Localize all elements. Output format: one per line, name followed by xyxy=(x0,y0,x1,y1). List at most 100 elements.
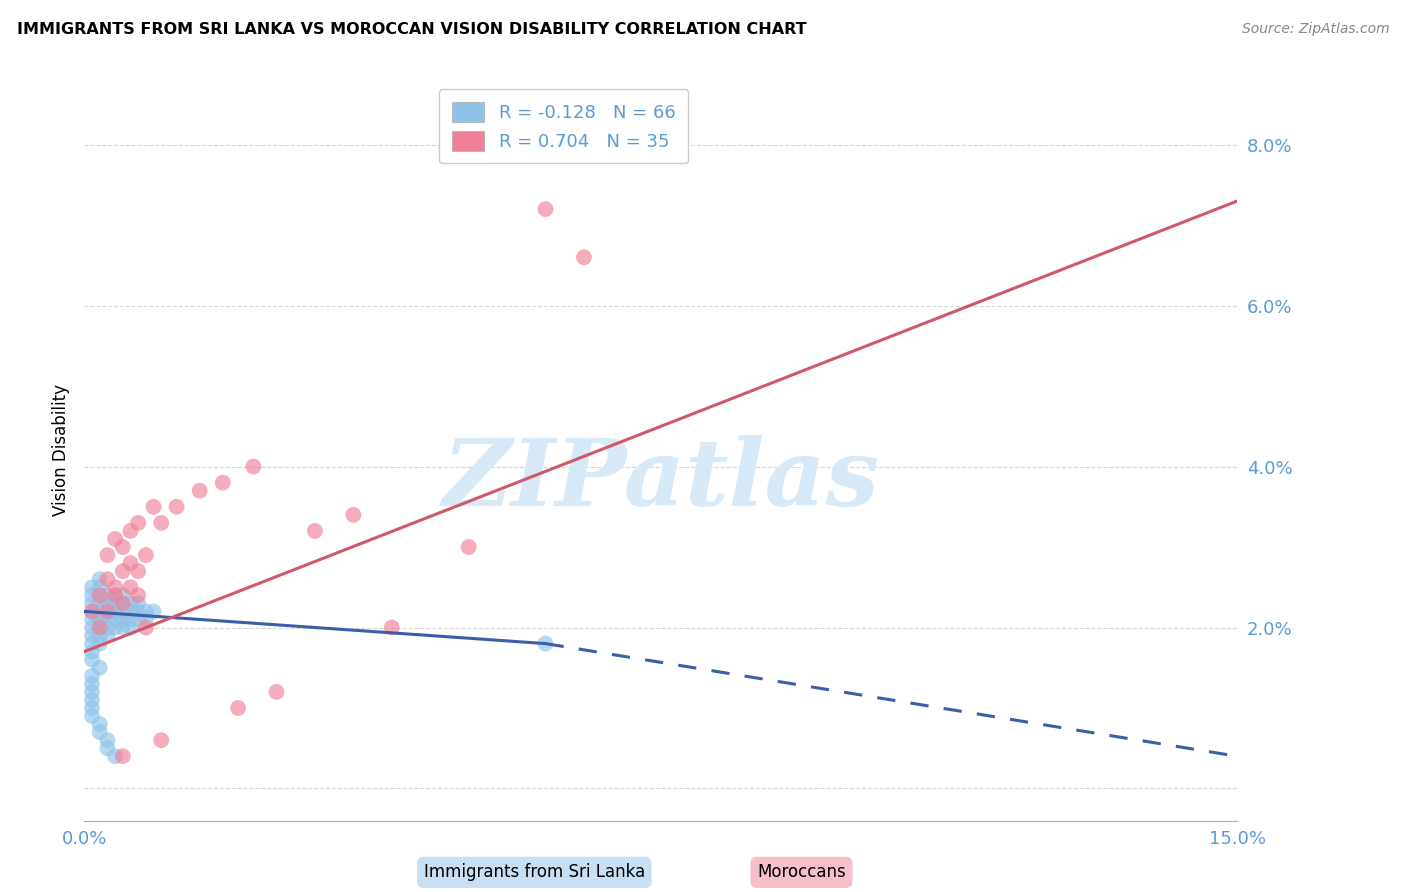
Point xyxy=(104,588,127,602)
Point xyxy=(111,588,134,602)
Point xyxy=(80,588,103,602)
Point xyxy=(127,596,149,610)
Point xyxy=(111,596,134,610)
Point xyxy=(135,548,157,562)
Point xyxy=(127,604,149,618)
Point xyxy=(104,604,127,618)
Point xyxy=(89,604,111,618)
Point xyxy=(211,475,233,490)
Point xyxy=(96,572,118,586)
Point xyxy=(111,604,134,618)
Point xyxy=(120,604,142,618)
Point xyxy=(80,580,103,594)
Point xyxy=(120,556,142,570)
Point xyxy=(188,483,211,498)
Point xyxy=(80,645,103,659)
Point xyxy=(104,588,127,602)
Point xyxy=(80,653,103,667)
Point xyxy=(89,725,111,739)
Y-axis label: Vision Disability: Vision Disability xyxy=(52,384,70,516)
Point xyxy=(80,685,103,699)
Point xyxy=(89,612,111,626)
Point xyxy=(142,500,165,514)
Point xyxy=(89,580,111,594)
Point xyxy=(111,540,134,554)
Point xyxy=(80,709,103,723)
Point xyxy=(104,749,127,764)
Point xyxy=(266,685,288,699)
Point xyxy=(135,620,157,634)
Point xyxy=(534,637,557,651)
Point xyxy=(89,628,111,642)
Point xyxy=(120,612,142,626)
Point xyxy=(80,677,103,691)
Point xyxy=(89,620,111,634)
Point xyxy=(120,596,142,610)
Point xyxy=(111,749,134,764)
Point xyxy=(104,580,127,594)
Point xyxy=(80,604,103,618)
Point xyxy=(96,588,118,602)
Point xyxy=(89,572,111,586)
Point xyxy=(80,701,103,715)
Text: ZIPatlas: ZIPatlas xyxy=(443,435,879,525)
Point xyxy=(96,604,118,618)
Point xyxy=(127,564,149,578)
Point xyxy=(135,612,157,626)
Point xyxy=(80,604,103,618)
Point xyxy=(150,516,173,530)
Point xyxy=(96,596,118,610)
Point xyxy=(342,508,364,522)
Point xyxy=(80,693,103,707)
Point xyxy=(304,524,326,538)
Point xyxy=(226,701,249,715)
Point xyxy=(381,620,404,634)
Legend: R = -0.128   N = 66, R = 0.704   N = 35: R = -0.128 N = 66, R = 0.704 N = 35 xyxy=(439,89,688,163)
Point xyxy=(166,500,188,514)
Point xyxy=(111,596,134,610)
Point xyxy=(89,612,111,626)
Point xyxy=(89,596,111,610)
Point xyxy=(111,612,134,626)
Point xyxy=(80,620,103,634)
Point xyxy=(104,612,127,626)
Point xyxy=(96,741,118,756)
Point xyxy=(96,612,118,626)
Point xyxy=(80,628,103,642)
Point xyxy=(96,548,118,562)
Point xyxy=(96,596,118,610)
Point xyxy=(127,588,149,602)
Point xyxy=(120,580,142,594)
Point xyxy=(135,604,157,618)
Point xyxy=(111,564,134,578)
Point xyxy=(104,532,127,546)
Point xyxy=(242,459,264,474)
Point xyxy=(572,250,595,264)
Text: IMMIGRANTS FROM SRI LANKA VS MOROCCAN VISION DISABILITY CORRELATION CHART: IMMIGRANTS FROM SRI LANKA VS MOROCCAN VI… xyxy=(17,22,807,37)
Point xyxy=(111,620,134,634)
Point xyxy=(96,620,118,634)
Point xyxy=(89,661,111,675)
Point xyxy=(104,620,127,634)
Text: Immigrants from Sri Lanka: Immigrants from Sri Lanka xyxy=(423,863,645,881)
Point xyxy=(104,604,127,618)
Point xyxy=(120,524,142,538)
Point xyxy=(89,588,111,602)
Point xyxy=(104,596,127,610)
Point xyxy=(89,717,111,731)
Point xyxy=(80,669,103,683)
Point xyxy=(96,604,118,618)
Text: Moroccans: Moroccans xyxy=(756,863,846,881)
Point xyxy=(80,596,103,610)
Point xyxy=(96,604,118,618)
Text: Source: ZipAtlas.com: Source: ZipAtlas.com xyxy=(1241,22,1389,37)
Point xyxy=(120,620,142,634)
Point xyxy=(142,604,165,618)
Point xyxy=(150,733,173,747)
Point xyxy=(80,612,103,626)
Point xyxy=(457,540,479,554)
Point xyxy=(534,202,557,216)
Point xyxy=(127,516,149,530)
Point xyxy=(89,637,111,651)
Point xyxy=(89,588,111,602)
